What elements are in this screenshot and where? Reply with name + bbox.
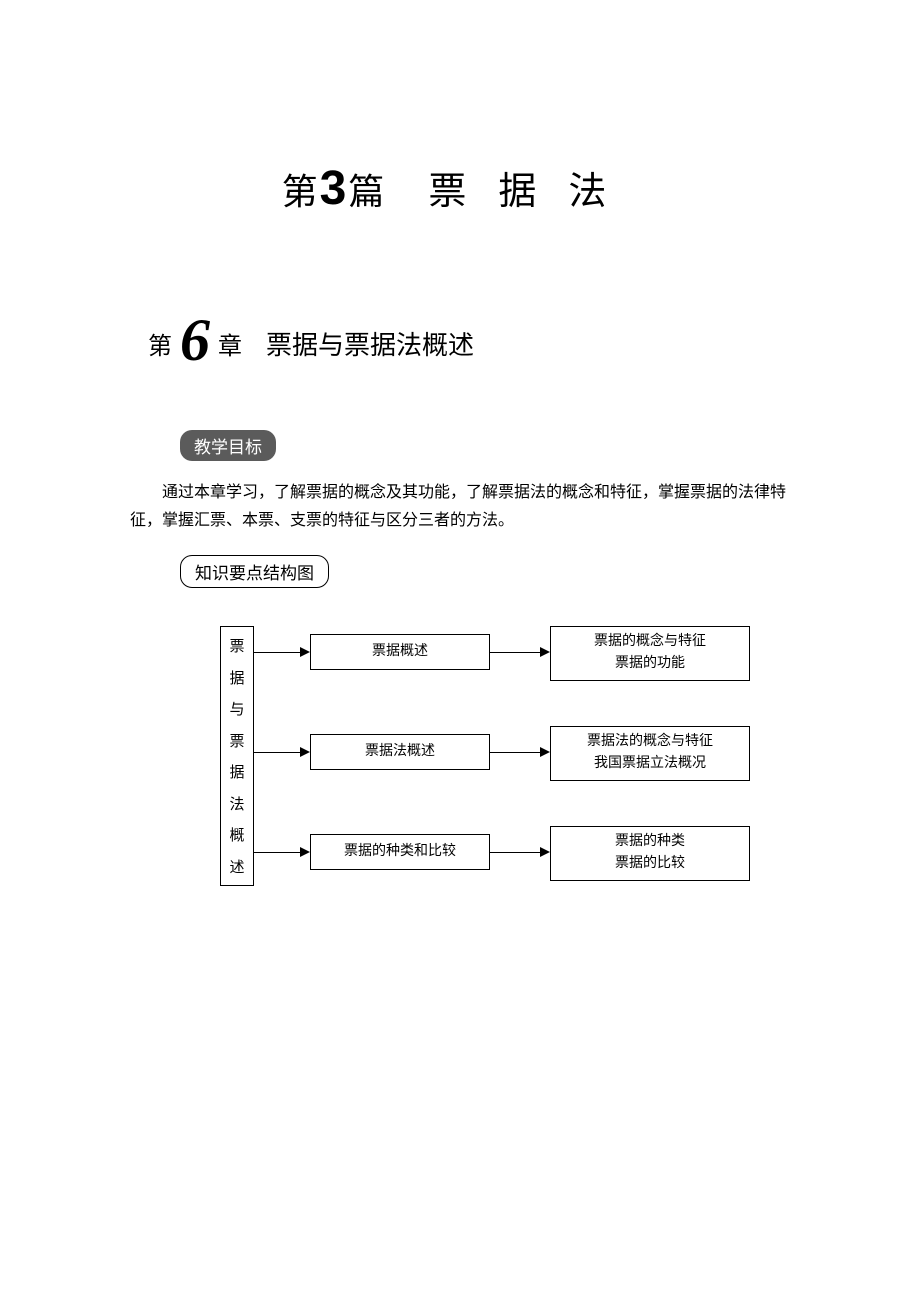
arrow-line	[254, 752, 300, 753]
arrow-head-icon	[300, 647, 310, 657]
structure-diagram: 票据与票据法概述 票据概述 票据的概念与特征票据的功能票据法概述 票据法的概念与特征我…	[220, 616, 780, 906]
chapter-title: 第 6 章 票据与票据法概述	[130, 306, 790, 375]
arrow-head-icon	[300, 747, 310, 757]
part-number: 3	[320, 162, 347, 215]
arrow-head-icon	[540, 747, 550, 757]
diagram-leaf-node: 票据的概念与特征票据的功能	[550, 626, 750, 681]
diagram-mid-node: 票据概述	[310, 634, 490, 670]
arrow-line	[490, 752, 540, 753]
chapter-suffix: 章	[218, 334, 242, 360]
arrow-head-icon	[300, 847, 310, 857]
diagram-mid-node: 票据的种类和比较	[310, 834, 490, 870]
arrow-line	[490, 652, 540, 653]
objective-text: 通过本章学习，了解票据的概念及其功能，了解票据法的概念和特征，掌握票据的法律特征…	[130, 479, 790, 535]
diagram-leaf-node: 票据法的概念与特征我国票据立法概况	[550, 726, 750, 781]
arrow-line	[254, 652, 300, 653]
diagram-root: 票据与票据法概述	[220, 626, 254, 886]
part-name: 票据法	[428, 171, 638, 213]
chapter-prefix: 第	[148, 334, 172, 360]
arrow-line	[254, 852, 300, 853]
part-suffix: 篇	[348, 171, 384, 212]
arrow-head-icon	[540, 847, 550, 857]
arrow-line	[490, 852, 540, 853]
part-prefix: 第	[282, 171, 318, 212]
chapter-number: 6	[180, 307, 210, 373]
arrow-head-icon	[540, 647, 550, 657]
chapter-name: 票据与票据法概述	[266, 330, 474, 360]
part-title: 第3篇 票据法	[130, 160, 790, 216]
structure-label: 知识要点结构图	[180, 555, 329, 588]
diagram-mid-node: 票据法概述	[310, 734, 490, 770]
diagram-leaf-node: 票据的种类票据的比较	[550, 826, 750, 881]
objective-label: 教学目标	[180, 430, 276, 461]
